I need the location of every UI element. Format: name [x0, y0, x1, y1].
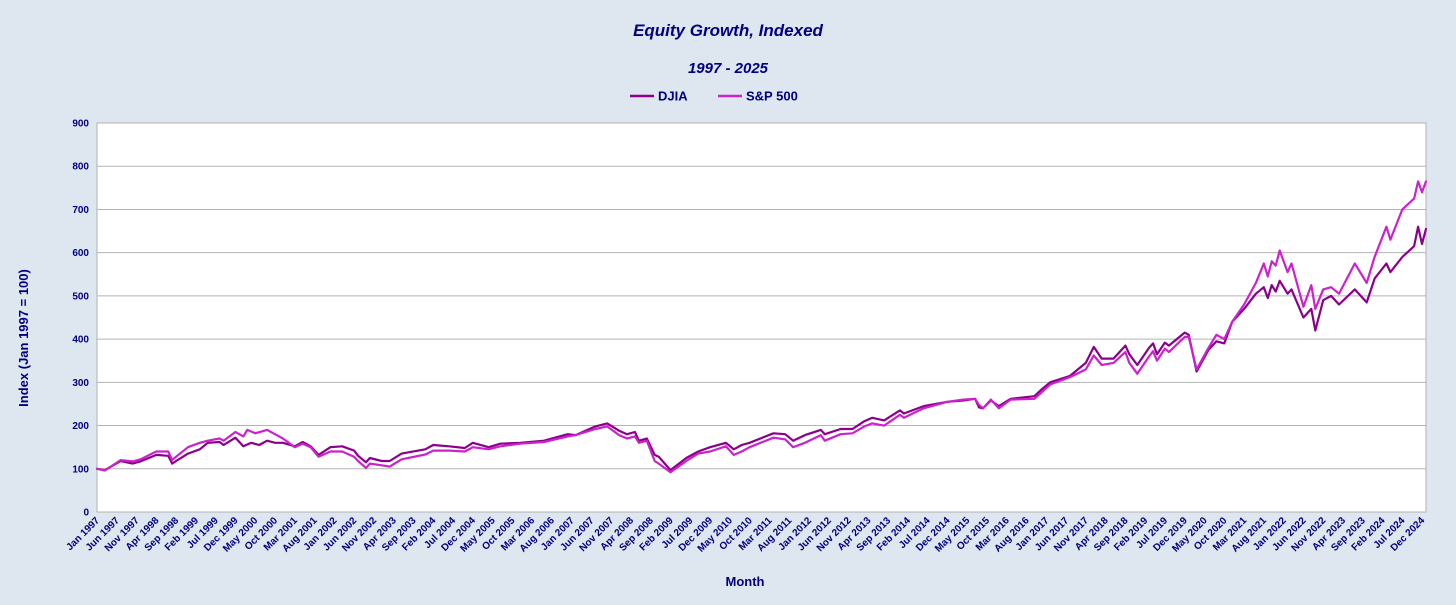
y-tick-label: 300	[72, 378, 89, 389]
y-tick-label: 800	[72, 162, 89, 173]
y-tick-label: 100	[72, 464, 89, 475]
legend-item: S&P 500	[718, 89, 798, 104]
y-tick-label: 500	[72, 291, 89, 302]
y-tick-label: 700	[72, 205, 89, 216]
legend-item: DJIA	[630, 89, 688, 104]
legend: DJIA S&P 500	[630, 89, 798, 104]
y-tick-label: 600	[72, 248, 89, 259]
legend-label: S&P 500	[746, 89, 798, 104]
y-axis-ticks: 0 100 200 300 400 500 600 700 800 900	[72, 119, 89, 519]
series-line-s-p-500	[95, 180, 1428, 474]
chart-title: Equity Growth, Indexed	[633, 21, 823, 40]
y-tick-label: 400	[72, 335, 89, 346]
y-tick-label: 200	[72, 421, 89, 432]
x-axis-title: Month	[726, 574, 765, 589]
y-tick-label: 0	[83, 508, 89, 519]
chart-subtitle: 1997 - 2025	[688, 60, 769, 77]
series-line-djia	[95, 225, 1428, 472]
gridlines	[97, 122, 1426, 513]
plot-area	[96, 122, 1427, 513]
series-group	[95, 180, 1428, 474]
y-axis-title: Index (Jan 1997 = 100)	[16, 269, 31, 407]
y-tick-label: 900	[72, 119, 89, 130]
legend-label: DJIA	[658, 89, 688, 104]
